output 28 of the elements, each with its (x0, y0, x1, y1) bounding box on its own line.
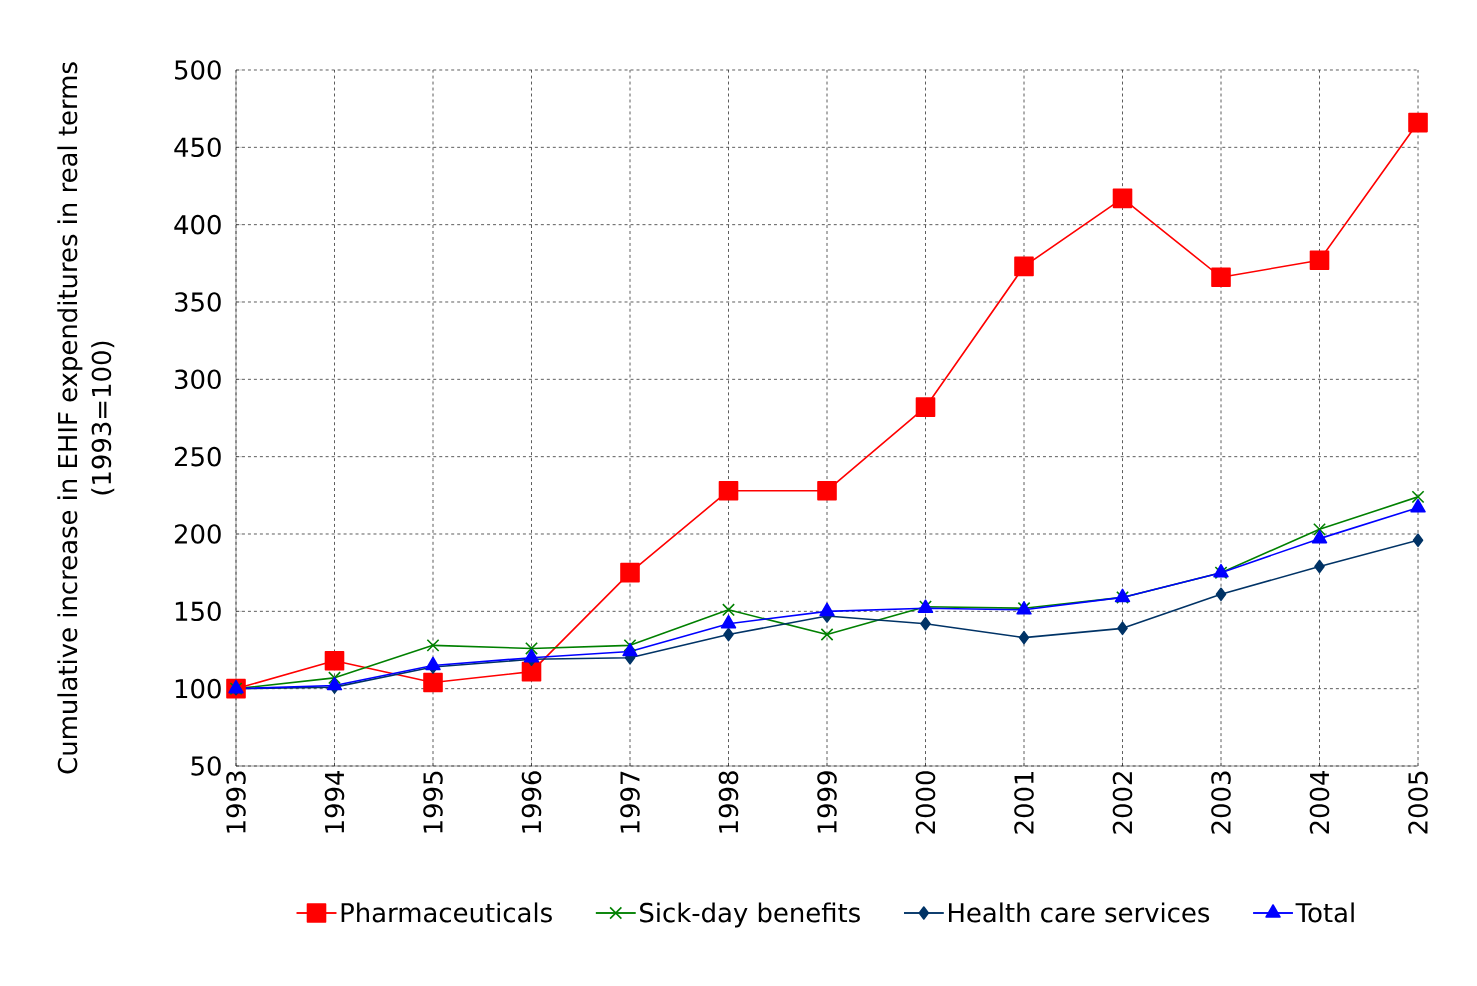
x-tick-label: 1994 (324, 770, 345, 833)
x-tick-label: 2000 (915, 771, 936, 834)
y-tick-label: 150 (175, 601, 221, 622)
x-tick-label: 2003 (1211, 771, 1231, 834)
x-tick-label: 2002 (1112, 772, 1133, 834)
x-tick-label: 1999 (817, 771, 837, 833)
legend-label: Health care services (948, 902, 1210, 923)
legend-label: Total (1295, 902, 1354, 923)
y-tick-label: 50 (191, 756, 221, 776)
x-tick-label: 2001 (1014, 771, 1034, 834)
legend-label: Pharmaceuticals (341, 902, 552, 923)
x-tick-label: 2005 (1408, 771, 1428, 834)
y-tick-label: 450 (174, 137, 221, 158)
x-tick-label: 1995 (423, 771, 443, 833)
y-tick-label: 200 (174, 524, 221, 544)
x-tick-label: 1998 (718, 771, 739, 833)
y-tick-label: 100 (175, 678, 221, 699)
y-axis-title: Cumulative increase in EHIF expenditures in real terms (1993=100) (57, 62, 115, 774)
x-tick-label: 1997 (620, 771, 640, 833)
legend-label: Sick-day benefits (640, 902, 860, 928)
y-tick-label: 500 (175, 60, 221, 80)
y-tick-label: 350 (175, 292, 221, 312)
y-tick-label: 300 (175, 369, 221, 390)
x-tick-label: 2004 (1309, 770, 1330, 834)
x-tick-label: 1996 (521, 771, 542, 833)
y-tick-label: 250 (174, 446, 221, 467)
x-tick-label: 1993 (226, 771, 246, 833)
y-tick-label: 400 (174, 214, 221, 235)
